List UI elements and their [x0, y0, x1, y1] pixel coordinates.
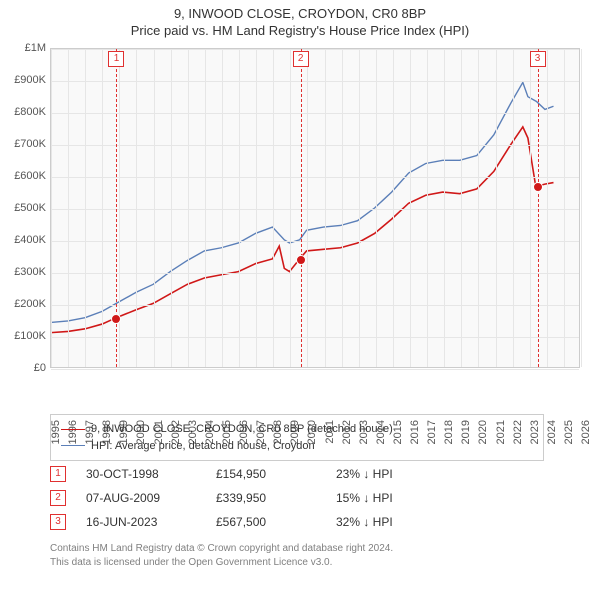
chart-subtitle: Price paid vs. HM Land Registry's House …	[0, 23, 600, 42]
vgrid-line	[256, 49, 257, 367]
vgrid-line	[171, 49, 172, 367]
line-svg	[51, 49, 579, 367]
y-axis-label: £0	[34, 362, 46, 374]
hgrid-line	[51, 305, 579, 306]
legend-item: HPI: Average price, detached house, Croy…	[61, 438, 533, 455]
sale-number-box: 1	[50, 466, 66, 482]
vgrid-line	[325, 49, 326, 367]
legend-label: 9, INWOOD CLOSE, CROYDON, CR0 8BP (detac…	[91, 423, 393, 435]
vgrid-line	[376, 49, 377, 367]
vgrid-line	[410, 49, 411, 367]
y-axis-label: £100K	[14, 330, 46, 342]
hgrid-line	[51, 145, 579, 146]
sale-marker-number: 2	[293, 51, 309, 67]
x-axis-label: 2026	[580, 420, 592, 444]
hgrid-line	[51, 241, 579, 242]
vgrid-line	[496, 49, 497, 367]
sales-table: 1 30-OCT-1998£154,95023% ↓ HPI 2 07-AUG-200…	[50, 462, 456, 534]
hgrid-line	[51, 369, 579, 370]
vgrid-line	[307, 49, 308, 367]
chart-area: 123 £0£100K£200K£300K£400K£500K£600K£700…	[50, 48, 580, 368]
hgrid-line	[51, 337, 579, 338]
sale-price: £339,950	[216, 491, 336, 505]
vgrid-line	[222, 49, 223, 367]
sale-row: 1 30-OCT-1998£154,95023% ↓ HPI	[50, 462, 456, 486]
legend-swatch	[61, 429, 85, 430]
sale-price: £567,500	[216, 515, 336, 529]
sale-date: 30-OCT-1998	[86, 467, 216, 481]
sale-marker-line	[301, 49, 302, 367]
footer-line2: This data is licensed under the Open Gov…	[50, 556, 393, 570]
y-axis-label: £800K	[14, 106, 46, 118]
vgrid-line	[393, 49, 394, 367]
footer-line1: Contains HM Land Registry data © Crown c…	[50, 542, 393, 556]
legend-swatch	[61, 445, 85, 446]
sale-diff: 32% ↓ HPI	[336, 515, 456, 529]
sale-marker-number: 3	[530, 51, 546, 67]
vgrid-line	[581, 49, 582, 367]
vgrid-line	[290, 49, 291, 367]
sale-marker-dot	[296, 255, 306, 265]
plot-region: 1 2 3	[50, 48, 580, 368]
sale-diff: 15% ↓ HPI	[336, 491, 456, 505]
sale-marker-number: 1	[108, 51, 124, 67]
vgrid-line	[461, 49, 462, 367]
vgrid-line	[427, 49, 428, 367]
y-axis-label: £900K	[14, 74, 46, 86]
y-axis-label: £500K	[14, 202, 46, 214]
x-axis-label: 2024	[546, 420, 558, 444]
footer-attribution: Contains HM Land Registry data © Crown c…	[50, 542, 393, 569]
vgrid-line	[359, 49, 360, 367]
vgrid-line	[102, 49, 103, 367]
hgrid-line	[51, 209, 579, 210]
vgrid-line	[530, 49, 531, 367]
vgrid-line	[342, 49, 343, 367]
vgrid-line	[205, 49, 206, 367]
hgrid-line	[51, 113, 579, 114]
sale-marker-dot	[111, 314, 121, 324]
hgrid-line	[51, 177, 579, 178]
sale-marker-line	[538, 49, 539, 367]
vgrid-line	[154, 49, 155, 367]
y-axis-label: £200K	[14, 298, 46, 310]
y-axis-label: £400K	[14, 234, 46, 246]
legend-label: HPI: Average price, detached house, Croy…	[91, 440, 315, 452]
vgrid-line	[478, 49, 479, 367]
x-axis-label: 2025	[563, 420, 575, 444]
sale-row: 2 07-AUG-2009£339,95015% ↓ HPI	[50, 486, 456, 510]
sale-diff: 23% ↓ HPI	[336, 467, 456, 481]
legend-item: 9, INWOOD CLOSE, CROYDON, CR0 8BP (detac…	[61, 421, 533, 438]
y-axis-label: £700K	[14, 138, 46, 150]
sale-number-box: 2	[50, 490, 66, 506]
sale-row: 3 16-JUN-2023£567,50032% ↓ HPI	[50, 510, 456, 534]
vgrid-line	[273, 49, 274, 367]
vgrid-line	[564, 49, 565, 367]
vgrid-line	[136, 49, 137, 367]
y-axis-label: £600K	[14, 170, 46, 182]
sale-price: £154,950	[216, 467, 336, 481]
y-axis-label: £1M	[25, 42, 46, 54]
vgrid-line	[513, 49, 514, 367]
vgrid-line	[188, 49, 189, 367]
vgrid-line	[85, 49, 86, 367]
vgrid-line	[444, 49, 445, 367]
chart-title: 9, INWOOD CLOSE, CROYDON, CR0 8BP	[0, 0, 600, 23]
vgrid-line	[68, 49, 69, 367]
sale-date: 16-JUN-2023	[86, 515, 216, 529]
chart-container: 9, INWOOD CLOSE, CROYDON, CR0 8BP Price …	[0, 0, 600, 590]
hgrid-line	[51, 49, 579, 50]
sale-date: 07-AUG-2009	[86, 491, 216, 505]
vgrid-line	[547, 49, 548, 367]
hgrid-line	[51, 273, 579, 274]
vgrid-line	[51, 49, 52, 367]
y-axis-label: £300K	[14, 266, 46, 278]
vgrid-line	[239, 49, 240, 367]
sale-marker-dot	[533, 182, 543, 192]
sale-number-box: 3	[50, 514, 66, 530]
hgrid-line	[51, 81, 579, 82]
legend: 9, INWOOD CLOSE, CROYDON, CR0 8BP (detac…	[50, 414, 544, 461]
